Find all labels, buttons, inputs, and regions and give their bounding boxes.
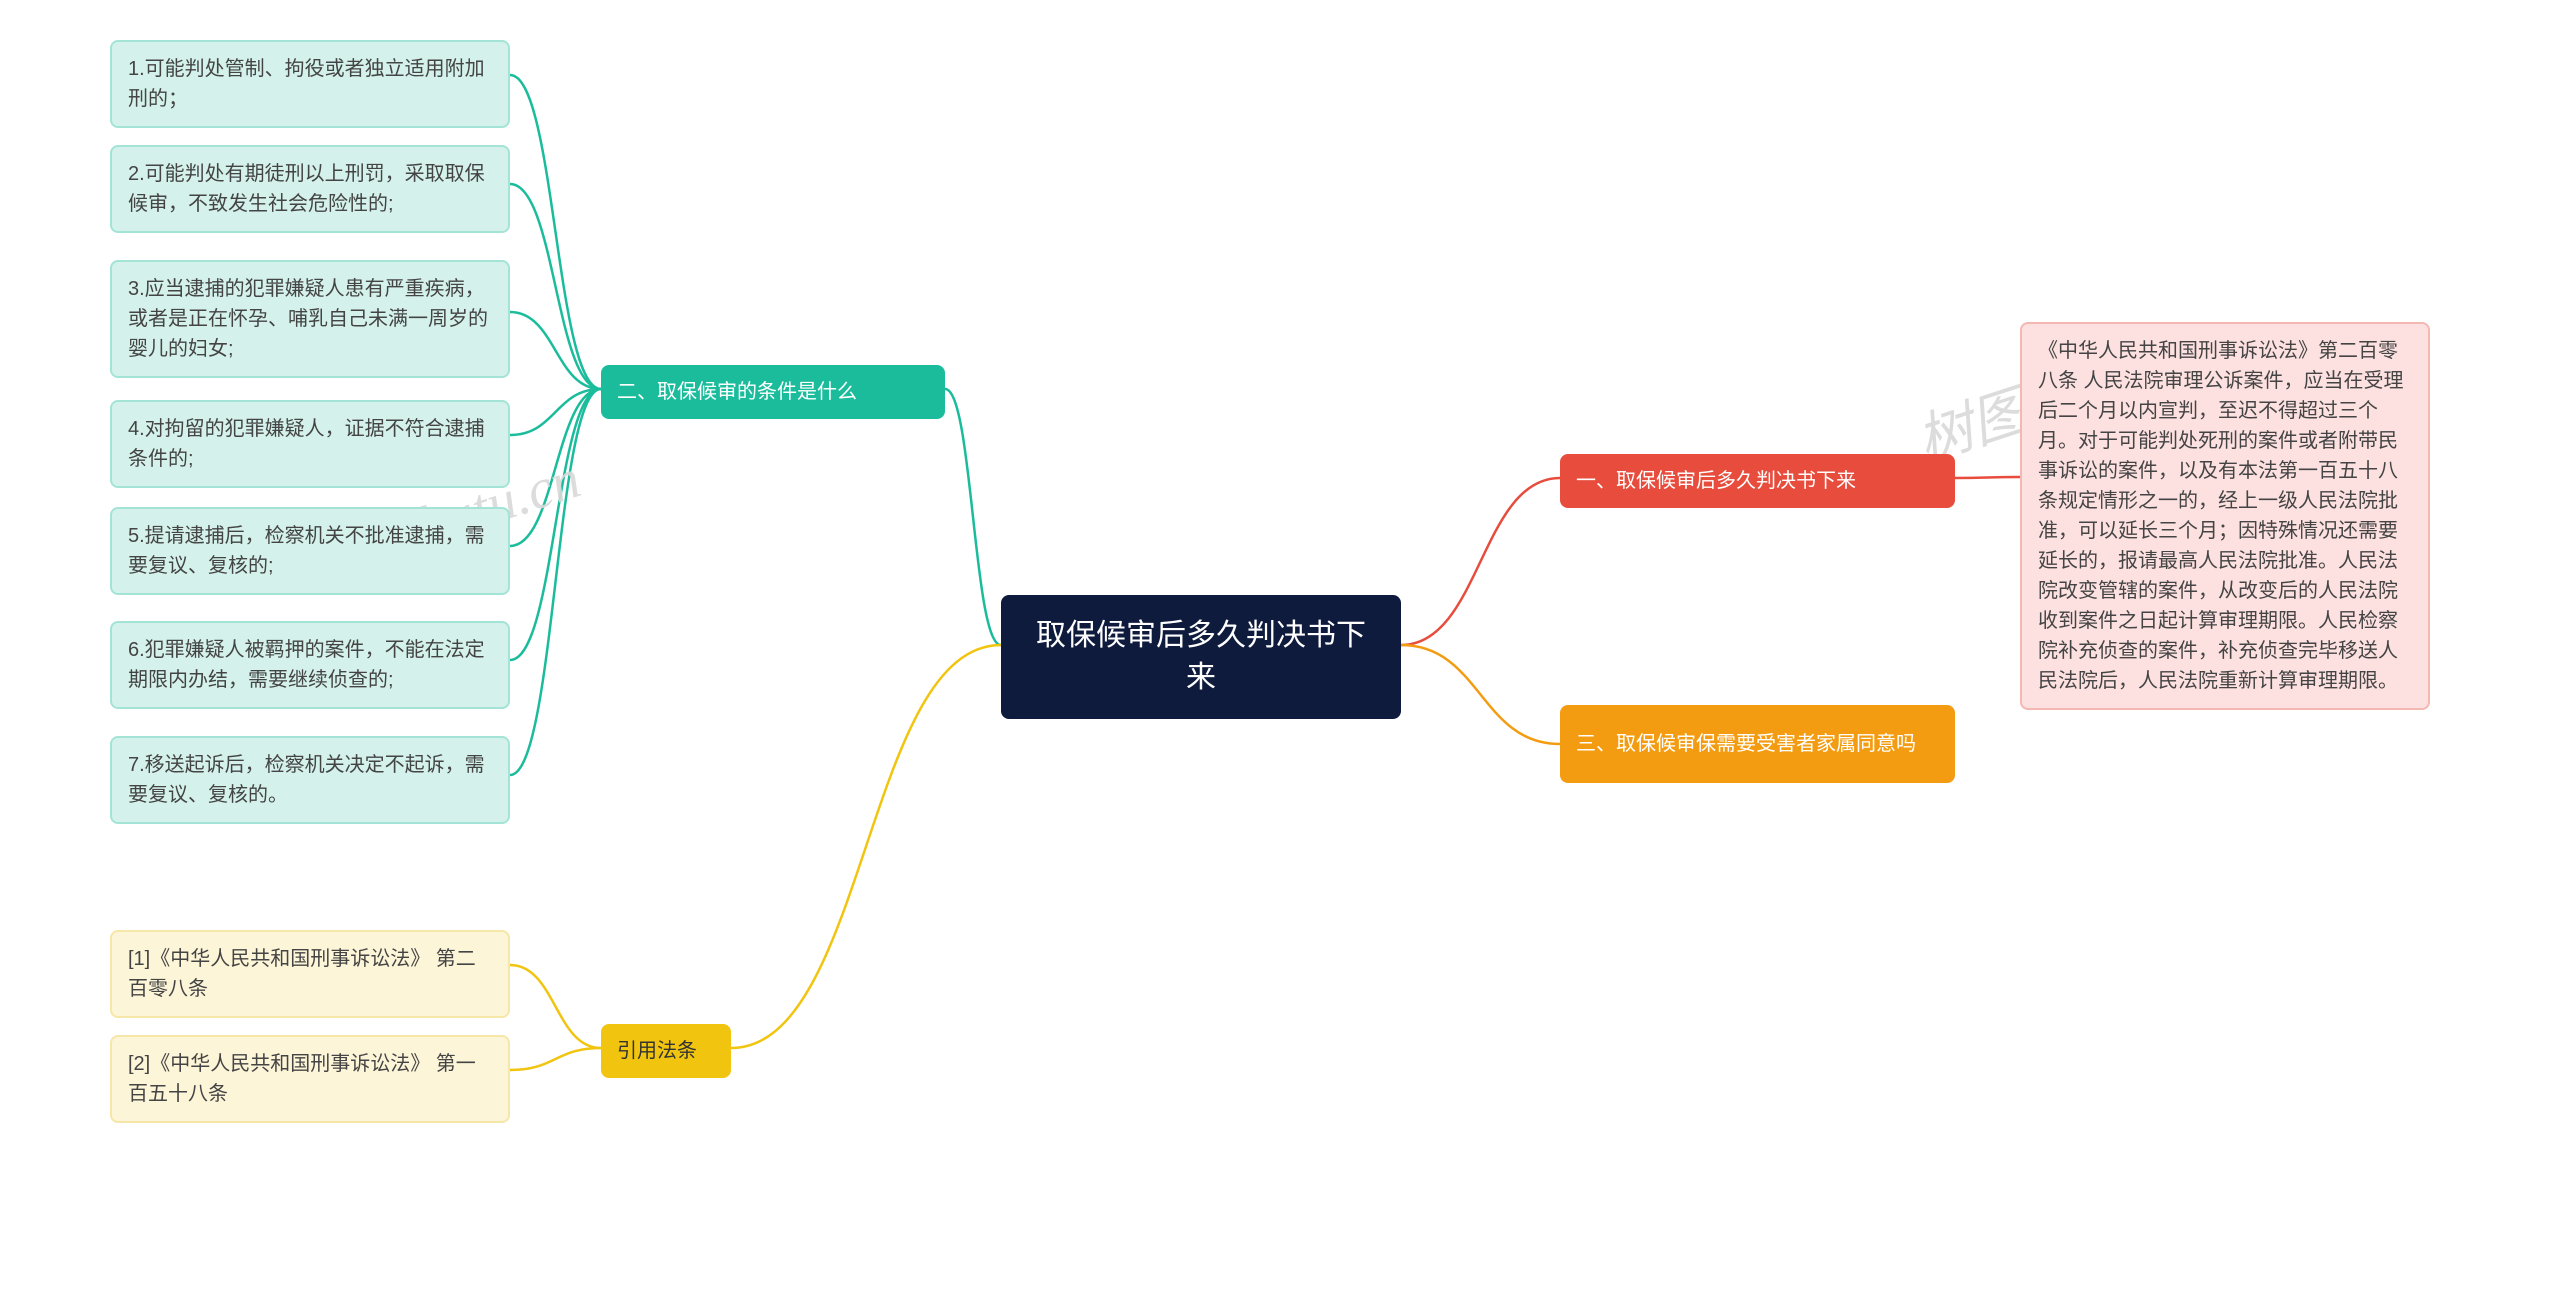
branch-4-leaf-1: [1]《中华人民共和国刑事诉讼法》 第二百零八条 (110, 930, 510, 1018)
branch-2-leaf-6: 6.犯罪嫌疑人被羁押的案件，不能在法定期限内办结，需要继续侦查的; (110, 621, 510, 709)
branch-4-leaf-2: [2]《中华人民共和国刑事诉讼法》 第一百五十八条 (110, 1035, 510, 1123)
branch-2-leaf-7: 7.移送起诉后，检察机关决定不起诉，需要复议、复核的。 (110, 736, 510, 824)
branch-3-victim-consent[interactable]: 三、取保候审保需要受害者家属同意吗 (1560, 705, 1955, 783)
branch-2-leaf-2: 2.可能判处有期徒刑以上刑罚，采取取保候审，不致发生社会危险性的; (110, 145, 510, 233)
branch-1-leaf-law208: 《中华人民共和国刑事诉讼法》第二百零八条 人民法院审理公诉案件，应当在受理后二个… (2020, 322, 2430, 710)
branch-2-conditions[interactable]: 二、取保候审的条件是什么 (601, 365, 945, 419)
branch-2-leaf-1: 1.可能判处管制、拘役或者独立适用附加刑的； (110, 40, 510, 128)
branch-2-leaf-3: 3.应当逮捕的犯罪嫌疑人患有严重疾病，或者是正在怀孕、哺乳自己未满一周岁的婴儿的… (110, 260, 510, 378)
branch-1-verdict-time[interactable]: 一、取保候审后多久判决书下来 (1560, 454, 1955, 508)
root-node[interactable]: 取保候审后多久判决书下来 (1001, 595, 1401, 719)
branch-4-cited-laws[interactable]: 引用法条 (601, 1024, 731, 1078)
branch-2-leaf-4: 4.对拘留的犯罪嫌疑人，证据不符合逮捕条件的; (110, 400, 510, 488)
branch-2-leaf-5: 5.提请逮捕后，检察机关不批准逮捕，需要复议、复核的; (110, 507, 510, 595)
